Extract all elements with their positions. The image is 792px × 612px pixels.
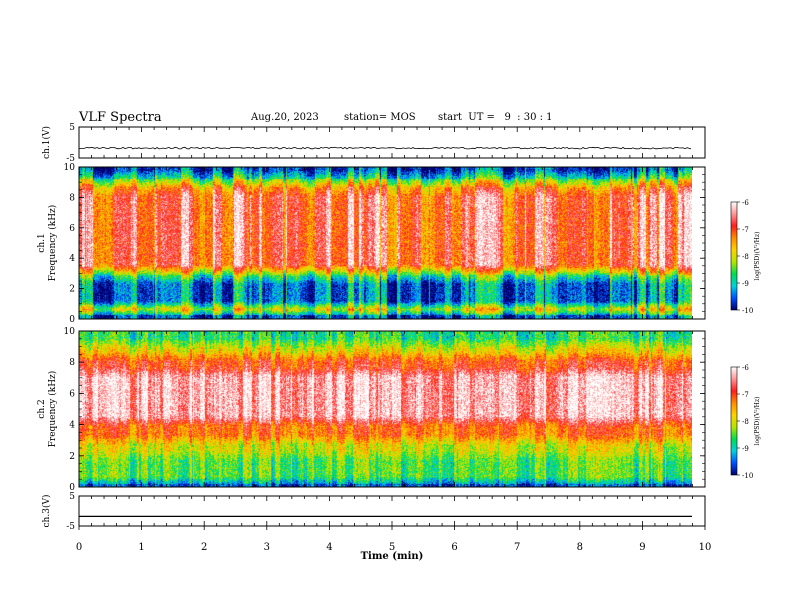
x-tick-label: 4 [326, 542, 332, 553]
colorbar-tick-label: -9 [742, 280, 749, 288]
x-tick-label: 5 [389, 542, 395, 553]
y-tick-label: 5 [69, 492, 75, 502]
colorbar-1 [730, 201, 738, 311]
y-tick-label: 8 [69, 193, 75, 203]
y-axis-label: ch.1(V) [41, 126, 52, 159]
y-tick-label: 2 [69, 285, 75, 295]
colorbar-tick-label: -7 [742, 391, 749, 399]
y-tick-label: 8 [69, 358, 75, 368]
y-tick-label: 5 [69, 123, 75, 133]
ch2-spectrogram-image [79, 331, 692, 487]
y-tick-label: -5 [66, 522, 75, 532]
y-tick-label: 2 [69, 452, 75, 462]
x-tick-label: 0 [76, 542, 82, 553]
colorbar-label: log(PSD)(V²/Hz) [754, 232, 761, 281]
y-tick-label: 0 [69, 315, 75, 325]
y-axis-label: Frequency (kHz) [47, 205, 58, 282]
y-axis-label: ch.2 [37, 399, 47, 418]
x-axis-label: Time (min) [361, 551, 424, 562]
date-label: Aug.20, 2023 [251, 112, 319, 123]
y-tick-label: 10 [64, 327, 76, 337]
y-axis-label: ch.3(V) [41, 495, 52, 528]
colorbar-tick-label: -6 [742, 199, 749, 207]
colorbar-tick-label: -8 [742, 253, 749, 261]
start-time-label: start UT = 9 : 30 : 1 [438, 112, 553, 123]
x-tick-label: 9 [639, 542, 645, 553]
colorbar-tick-label: -9 [742, 445, 749, 453]
y-tick-label: 0 [69, 483, 75, 493]
y-tick-label: 4 [69, 421, 75, 431]
y-tick-label: 6 [69, 224, 75, 234]
y-tick-label: 4 [69, 254, 75, 264]
ch1-voltage-trace [78, 146, 692, 150]
y-axis-label: ch.1 [37, 233, 47, 252]
colorbar-2 [730, 366, 738, 476]
y-tick-label: 6 [69, 389, 75, 399]
colorbar-tick-label: -8 [742, 418, 749, 426]
colorbar-tick-label: -7 [742, 226, 749, 234]
figure-title: VLF Spectra [79, 110, 162, 125]
station-label: station= MOS [344, 112, 416, 123]
x-tick-label: 1 [138, 542, 144, 553]
y-axis-label: Frequency (kHz) [47, 371, 58, 448]
y-tick-label: 10 [64, 163, 76, 173]
x-tick-label: 6 [451, 542, 457, 553]
x-tick-label: 7 [514, 542, 520, 553]
x-tick-label: 2 [201, 542, 207, 553]
ch1-spectrogram-image [79, 167, 692, 319]
x-tick-label: 3 [264, 542, 270, 553]
colorbar-label: log(PSD)(V²/Hz) [754, 397, 761, 446]
x-tick-label: 8 [577, 542, 583, 553]
colorbar-tick-label: -6 [742, 364, 749, 372]
y-tick-label: -5 [66, 154, 75, 164]
colorbar-tick-label: -10 [742, 472, 753, 480]
x-tick-label: 10 [699, 542, 712, 553]
colorbar-tick-label: -10 [742, 307, 753, 315]
